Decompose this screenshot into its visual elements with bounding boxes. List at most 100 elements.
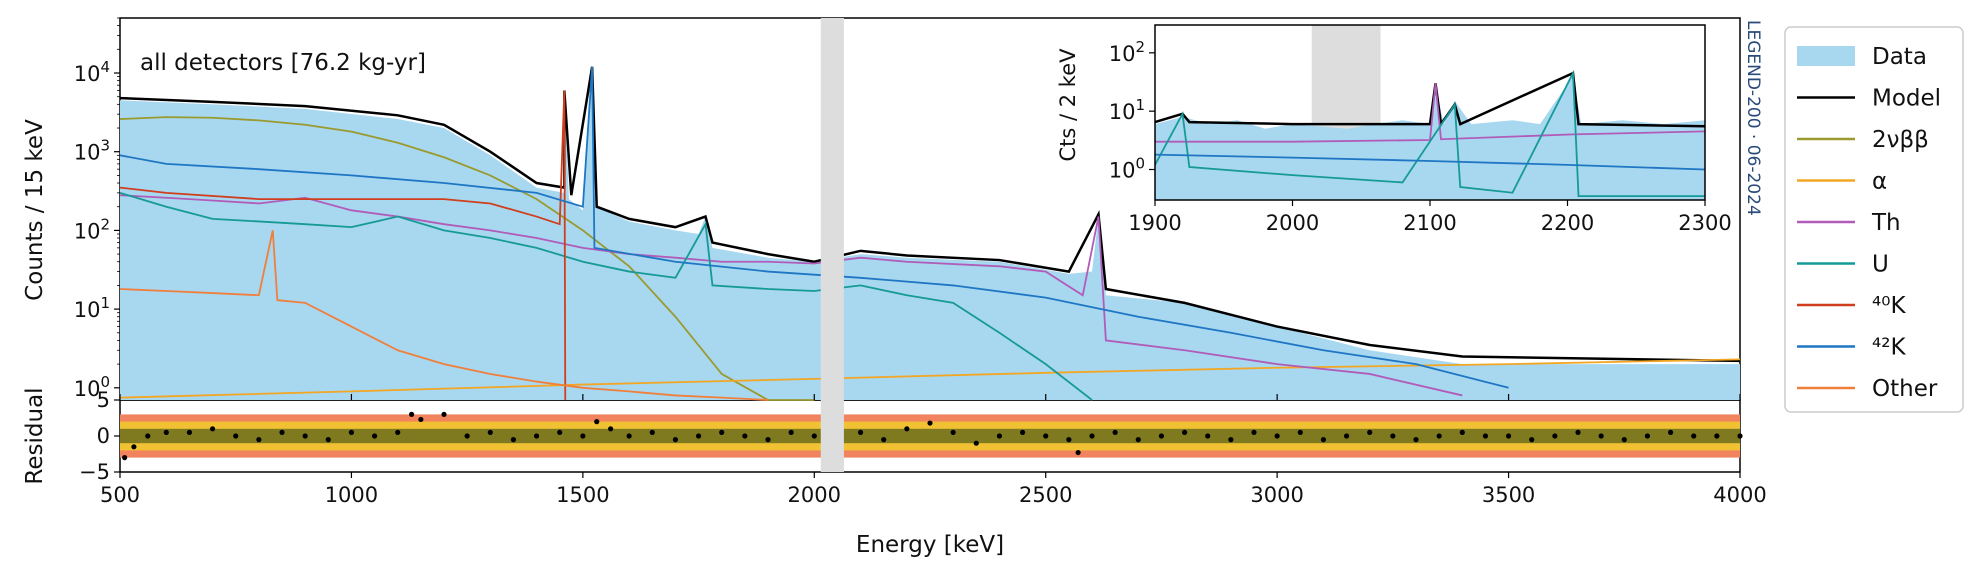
residual-point <box>1529 437 1535 443</box>
y-axis-label: Counts / 15 keV <box>22 119 48 301</box>
legend-box <box>1784 26 1964 413</box>
x-tick-label: 500 <box>100 483 140 507</box>
residual-point <box>857 429 864 435</box>
residual-point <box>1667 429 1674 435</box>
residual-point <box>441 411 447 417</box>
residual-point <box>279 429 285 435</box>
inset-x-tick-label: 2300 <box>1678 211 1731 235</box>
residual-y-tick-label: −5 <box>79 460 110 484</box>
residual-point <box>1043 433 1049 439</box>
residual-point <box>487 429 493 435</box>
residual-point <box>996 433 1003 439</box>
residual-point <box>371 433 378 439</box>
residual-point <box>1019 429 1026 435</box>
series-line-5 <box>119 191 1093 401</box>
residual-point <box>1112 429 1118 435</box>
residual-point <box>325 437 331 443</box>
residual-point <box>1274 433 1280 439</box>
x-tick-label: 2000 <box>788 483 841 507</box>
residual-point <box>811 433 817 439</box>
residual-point <box>418 416 424 423</box>
residual-point <box>1320 437 1327 443</box>
residual-point <box>788 429 794 435</box>
residual-point <box>973 440 979 446</box>
x-tick-label: 3000 <box>1250 483 1303 507</box>
residual-point <box>626 433 632 439</box>
residual-point <box>1089 433 1095 439</box>
residual-point <box>395 429 401 435</box>
inset-x-tick-label: 2200 <box>1541 211 1594 235</box>
residual-band-1sigma <box>120 428 1740 444</box>
residual-point <box>904 426 910 432</box>
residual-point <box>1413 437 1419 443</box>
series-line-8 <box>119 230 769 401</box>
inset-x-tick-label: 2100 <box>1403 211 1456 235</box>
residual-point <box>1228 437 1234 443</box>
legend-entry-label: Other <box>1872 376 1938 402</box>
residual-blinded-band <box>820 400 844 472</box>
series-line-1 <box>119 66 1741 363</box>
residual-point <box>510 437 517 443</box>
x-tick-label: 1500 <box>556 483 609 507</box>
series-line-7 <box>119 66 1509 389</box>
residual-point <box>209 426 216 432</box>
residual-point <box>1737 433 1743 439</box>
legend-entry-label: 2νββ <box>1872 127 1929 153</box>
residual-point <box>122 455 128 461</box>
residual-point <box>186 429 193 435</box>
x-tick-label: 3500 <box>1482 483 1535 507</box>
inset-y-tick-label: 100 <box>1109 154 1145 182</box>
residual-point <box>580 433 586 439</box>
inset-y-tick-label: 102 <box>1109 38 1145 66</box>
residual-point <box>1714 433 1720 439</box>
residual-point <box>950 429 956 435</box>
residual-point <box>927 420 933 426</box>
residual-point <box>145 433 151 439</box>
residual-axis-label: Residual <box>22 387 48 484</box>
residual-point <box>1390 433 1396 439</box>
residual-point <box>1251 429 1257 435</box>
inset-y-tick-label: 101 <box>1109 96 1145 124</box>
series-line-2 <box>119 116 815 401</box>
legend-entry-label: Model <box>1872 86 1941 112</box>
residual-point <box>348 429 355 435</box>
residual-point <box>302 433 308 439</box>
residual-point <box>1691 433 1697 439</box>
y-tick-label: 102 <box>74 215 110 243</box>
residual-point <box>1075 449 1081 456</box>
watermark: LEGEND-200 · 06-2024 <box>1743 20 1763 216</box>
residual-point <box>1066 437 1072 443</box>
residual-point <box>1297 429 1303 435</box>
residual-point <box>1644 433 1651 439</box>
residual-y-tick-label: 0 <box>97 424 110 448</box>
y-tick-label: 104 <box>74 58 110 86</box>
residual-point <box>1367 429 1373 435</box>
residual-point <box>233 433 239 439</box>
residual-point <box>719 429 725 435</box>
y-tick-label: 101 <box>74 294 110 322</box>
residual-point <box>464 433 470 439</box>
x-tick-label: 4000 <box>1713 483 1766 507</box>
legend-entry-label: ⁴⁰K <box>1872 293 1906 319</box>
residual-point <box>649 429 655 435</box>
residual-point <box>1482 433 1489 439</box>
residual-point <box>557 429 563 435</box>
inset-series-line-3 <box>1154 69 1705 197</box>
residual-point <box>1621 437 1627 443</box>
inset-series-line-2 <box>1155 83 1706 143</box>
residual-point <box>163 429 169 435</box>
residual-point <box>1505 433 1512 439</box>
residual-point <box>742 433 748 439</box>
residual-point <box>533 433 540 439</box>
residual-point <box>1343 433 1350 439</box>
inset-x-tick-label: 1900 <box>1128 211 1181 235</box>
residual-point <box>1459 429 1465 435</box>
residual-point <box>672 437 679 443</box>
series-line-4 <box>119 194 1463 397</box>
residual-point <box>131 444 137 450</box>
residual-point <box>1135 437 1141 443</box>
chart-annotation: all detectors [76.2 kg-yr] <box>140 50 426 76</box>
data-histogram-fill <box>120 66 1740 401</box>
residual-point <box>1552 433 1558 439</box>
